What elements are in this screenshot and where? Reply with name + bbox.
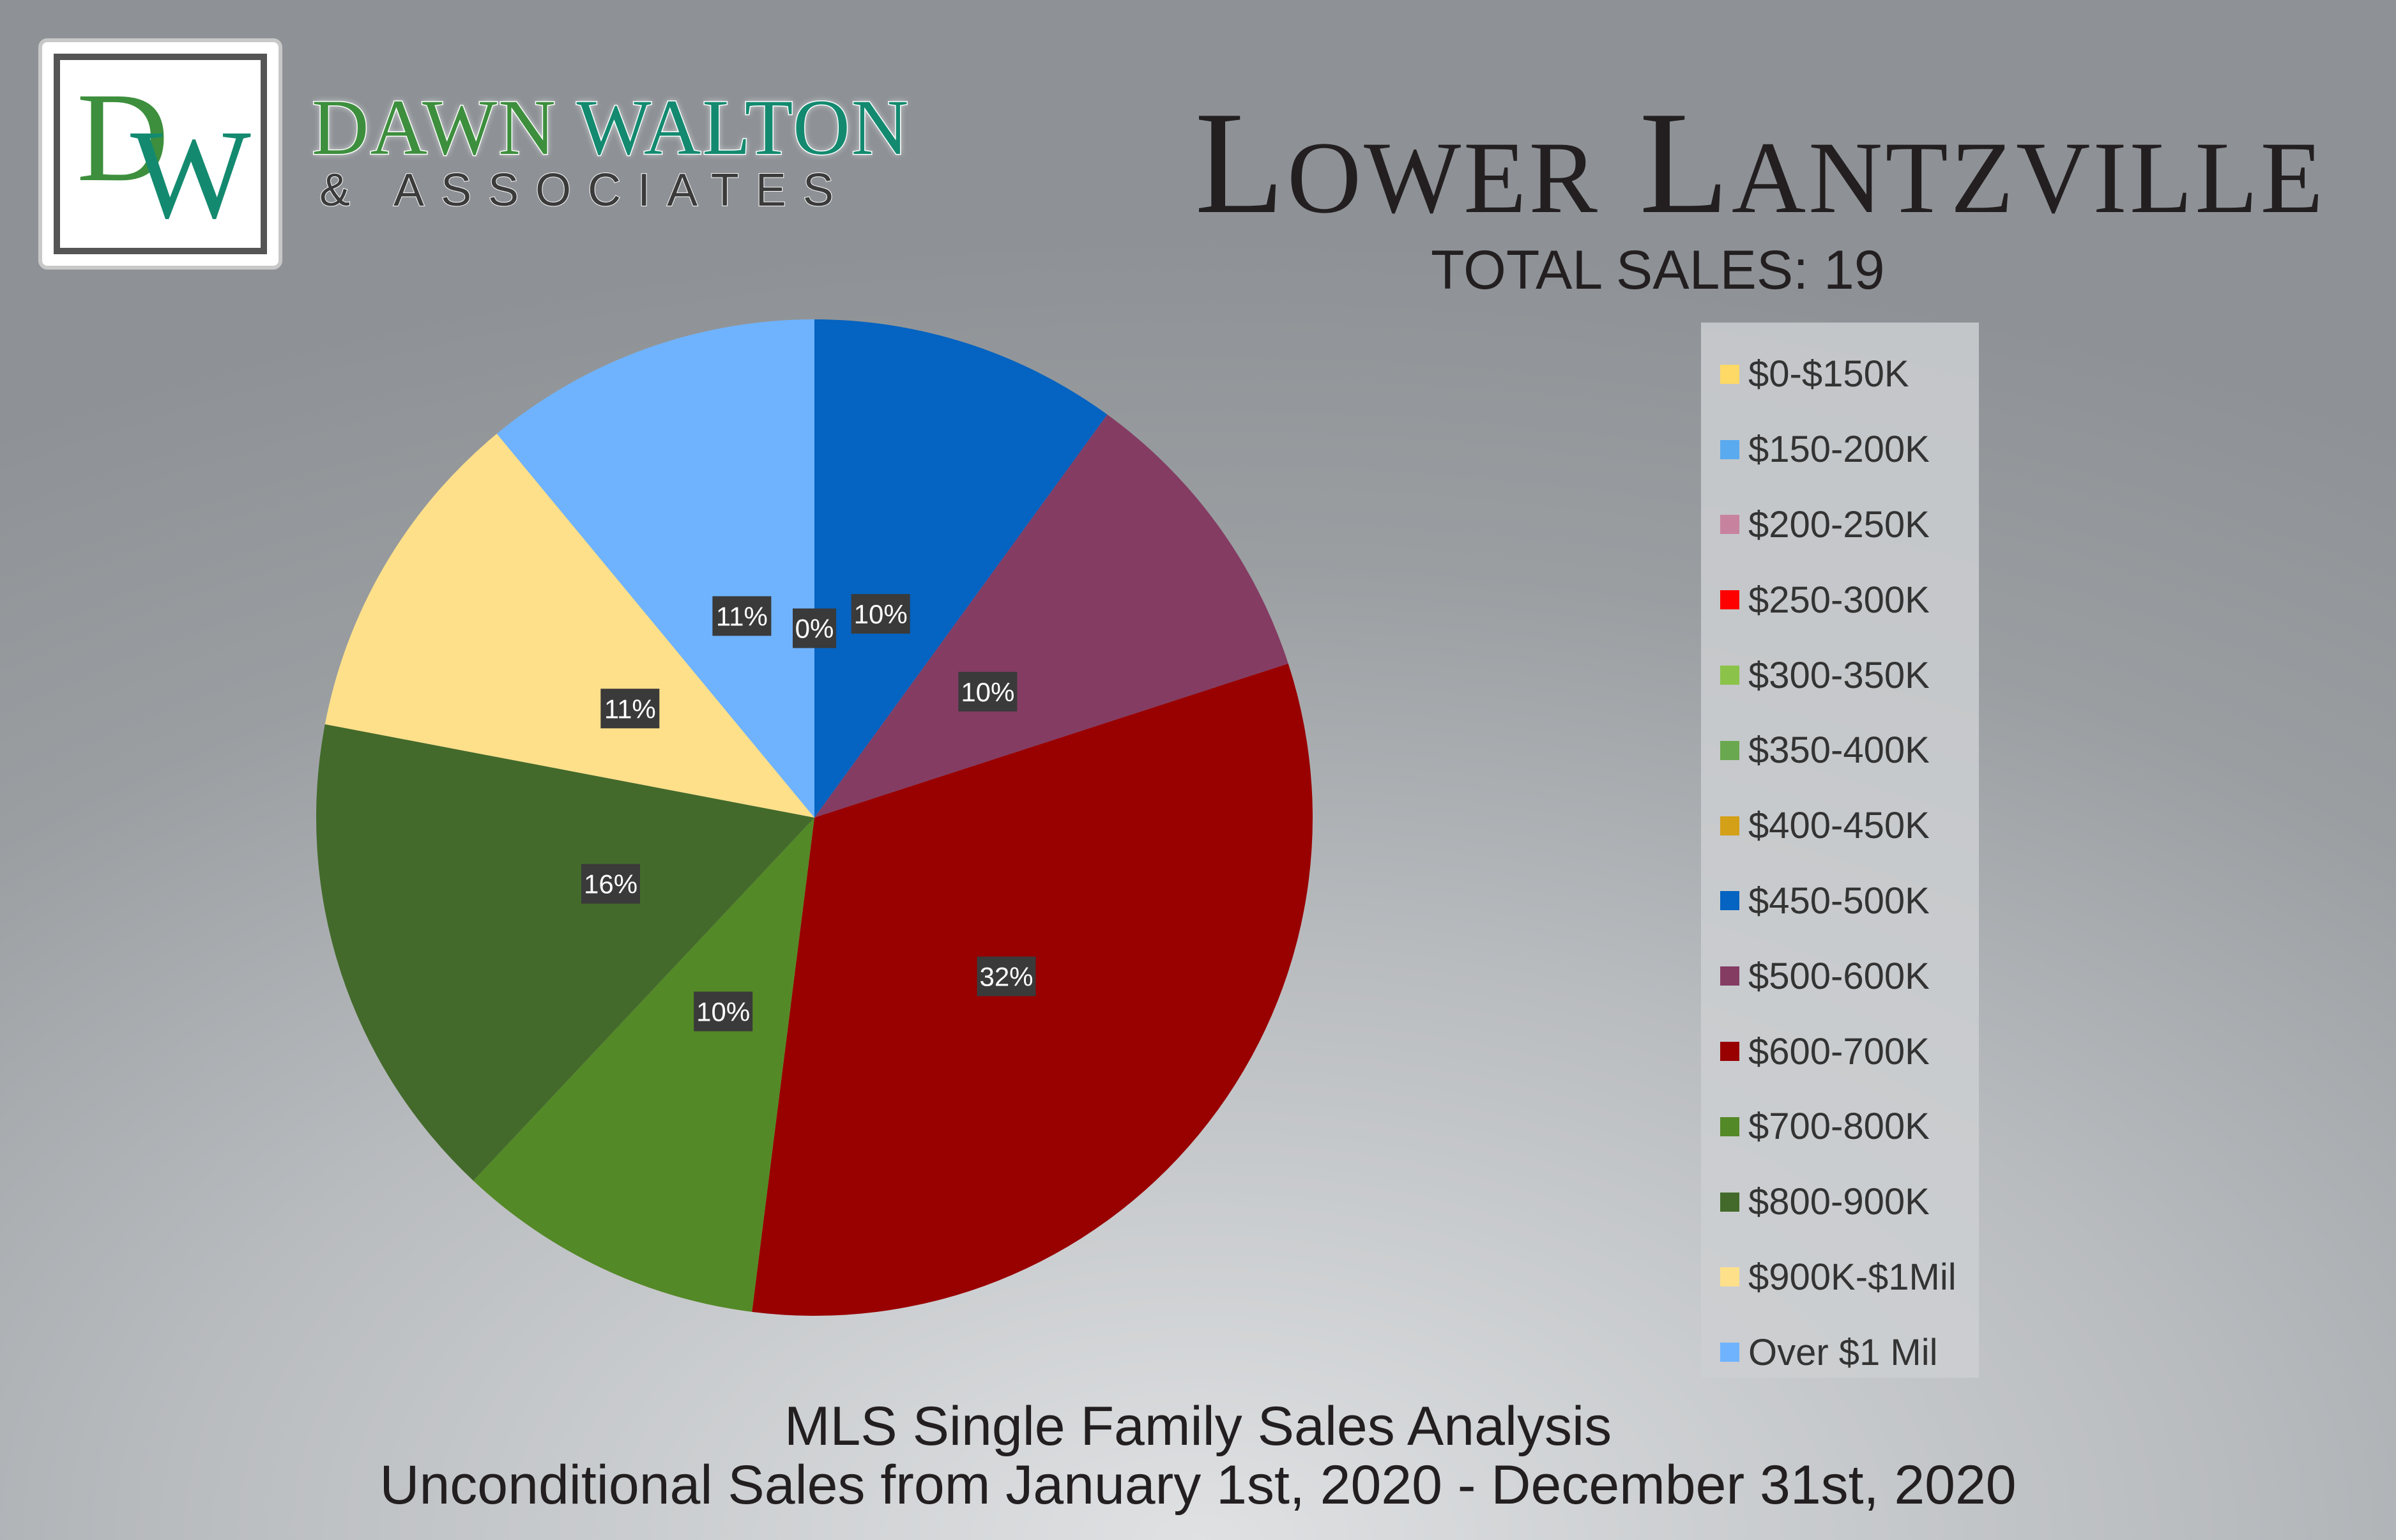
legend-swatch (1720, 515, 1739, 535)
legend-label: $250-300K (1748, 579, 1930, 621)
pie-slices (316, 319, 1313, 1316)
legend-item-200-250k: $200-250K (1701, 487, 1979, 563)
data-label-over-1-mil: 11% (712, 596, 772, 636)
legend-label: $450-500K (1748, 880, 1930, 922)
total-sales: TOTAL SALES: 19 (1431, 240, 1885, 301)
legend-item-150-200k: $150-200K (1701, 412, 1979, 487)
data-label-700-800k: 10% (694, 991, 753, 1032)
data-label-800-900k: 16% (581, 864, 641, 904)
legend-label: $800-900K (1748, 1181, 1930, 1223)
footer-date-range: Unconditional Sales from January 1st, 20… (379, 1454, 2017, 1516)
legend-swatch (1720, 891, 1739, 911)
chart-legend: $0-$150K $150-200K $200-250K $250-300K $300-… (1701, 323, 1979, 1378)
legend-swatch (1720, 666, 1739, 685)
legend-label: $700-800K (1748, 1106, 1930, 1148)
brand-name: DAWN WALTON (311, 87, 910, 168)
brand-name-second: WALTON (576, 84, 910, 171)
legend-swatch (1720, 966, 1739, 986)
legend-swatch (1720, 740, 1739, 760)
logo-letter-w: W (130, 104, 251, 245)
legend-swatch (1720, 590, 1739, 610)
legend-item-300-350k: $300-350K (1701, 637, 1979, 713)
legend-item-over-1-mil: Over $1 Mil (1701, 1315, 1979, 1390)
legend-item-600-700k: $600-700K (1701, 1014, 1979, 1089)
brand-subtitle: & ASSOCIATES (319, 165, 850, 216)
data-label-500-600k: 10% (958, 671, 1018, 712)
legend-swatch (1720, 1267, 1739, 1287)
brand-name-first: DAWN (311, 84, 557, 171)
data-label-text: 10% (854, 599, 908, 629)
legend-swatch (1720, 439, 1739, 459)
data-label-box (793, 608, 836, 648)
page-title: Lower Lantzville (1194, 81, 2326, 244)
data-label-text: 11% (716, 601, 768, 631)
legend-swatch (1720, 364, 1739, 384)
pie-slice-800-900k (316, 724, 815, 1181)
legend-label: $350-400K (1748, 729, 1930, 772)
pie-slice-over-1-mil (496, 319, 814, 818)
legend-label: $200-250K (1748, 503, 1930, 545)
legend-label: $900K-$1Mil (1748, 1256, 1957, 1298)
data-label-box (600, 689, 660, 729)
legend-swatch (1720, 1192, 1739, 1212)
data-label-text: 10% (961, 677, 1014, 707)
pie-slice-900k-1mil (324, 433, 815, 818)
data-label-0-150k: 0% (793, 608, 836, 648)
footer-subtitle: MLS Single Family Sales Analysis (784, 1396, 1612, 1457)
legend-item-250-300k: $250-300K (1701, 562, 1979, 637)
legend-label: Over $1 Mil (1748, 1331, 1938, 1373)
data-label-box (977, 956, 1036, 996)
data-label-text: 16% (584, 869, 637, 899)
data-label-box (694, 991, 753, 1032)
legend-swatch (1720, 1042, 1739, 1062)
pie-slice-500-600k (814, 414, 1288, 818)
data-label-text: 32% (979, 962, 1033, 992)
data-label-text: 11% (604, 694, 656, 724)
legend-label: $0-$150K (1748, 353, 1909, 395)
data-label-900k-1mil: 11% (600, 689, 660, 729)
logo-frame: D W (54, 54, 267, 254)
data-label-box (958, 671, 1018, 712)
legend-item-0-150k: $0-$150K (1701, 337, 1979, 412)
data-label-450-500k: 10% (851, 594, 910, 634)
legend-swatch (1720, 1117, 1739, 1136)
logo: D W (38, 38, 282, 270)
data-label-box (581, 864, 641, 904)
legend-label: $500-600K (1748, 955, 1930, 997)
legend-swatch (1720, 816, 1739, 835)
legend-label: $600-700K (1748, 1030, 1930, 1072)
legend-item-800-900k: $800-900K (1701, 1164, 1979, 1240)
data-label-text: 10% (696, 996, 750, 1026)
legend-item-500-600k: $500-600K (1701, 938, 1979, 1014)
legend-item-400-450k: $400-450K (1701, 788, 1979, 864)
data-label-text: 0% (795, 614, 834, 644)
legend-item-900k-1mil: $900K-$1Mil (1701, 1240, 1979, 1315)
data-label-box (712, 596, 772, 636)
legend-label: $150-200K (1748, 429, 1930, 471)
pie-slice-450-500k (814, 319, 1108, 818)
legend-item-350-400k: $350-400K (1701, 713, 1979, 788)
logo-letter-d: D (77, 67, 169, 208)
pie-slice-700-800k (473, 818, 814, 1312)
legend-label: $300-350K (1748, 654, 1930, 696)
legend-label: $400-450K (1748, 805, 1930, 847)
data-label-box (851, 594, 910, 634)
legend-item-700-800k: $700-800K (1701, 1089, 1979, 1164)
pie-data-labels: 0% 10% 10% 32% 10% 16% 11% 11% (581, 594, 1036, 1032)
data-label-600-700k: 32% (977, 956, 1036, 996)
legend-swatch (1720, 1343, 1739, 1362)
legend-item-450-500k: $450-500K (1701, 864, 1979, 939)
